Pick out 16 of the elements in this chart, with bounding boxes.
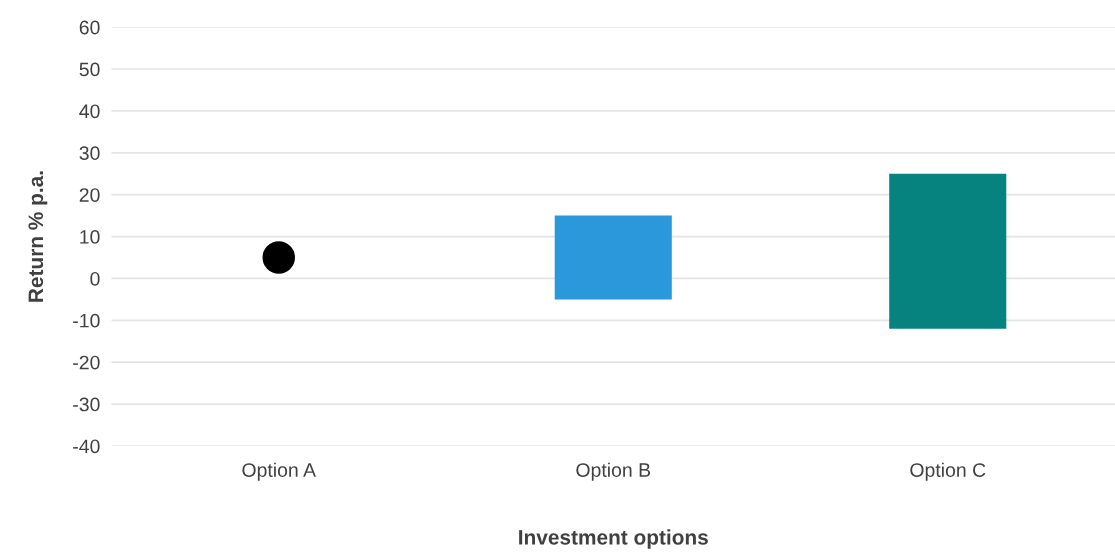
y-tick-label: -40 <box>73 439 100 454</box>
y-tick-label: -20 <box>73 355 100 370</box>
x-axis-title: Investment options <box>519 529 708 549</box>
y-tick-label: 50 <box>79 62 100 77</box>
y-tick-label: 0 <box>90 271 100 286</box>
x-tick-label: Option B <box>576 462 651 481</box>
x-tick-label: Option C <box>910 462 986 481</box>
y-tick-label: 10 <box>80 230 100 244</box>
y-tick-label: -30 <box>73 397 100 412</box>
y-tick-label: -10 <box>73 313 100 328</box>
y-tick-label: 20 <box>79 188 100 202</box>
x-tick-label: Option A <box>242 462 317 481</box>
y-tick-label: 30 <box>79 146 100 161</box>
y-axis-title: Return % p.a. <box>28 171 48 302</box>
y-tick-label: 40 <box>79 104 100 119</box>
y-tick-label: 60 <box>79 20 100 35</box>
